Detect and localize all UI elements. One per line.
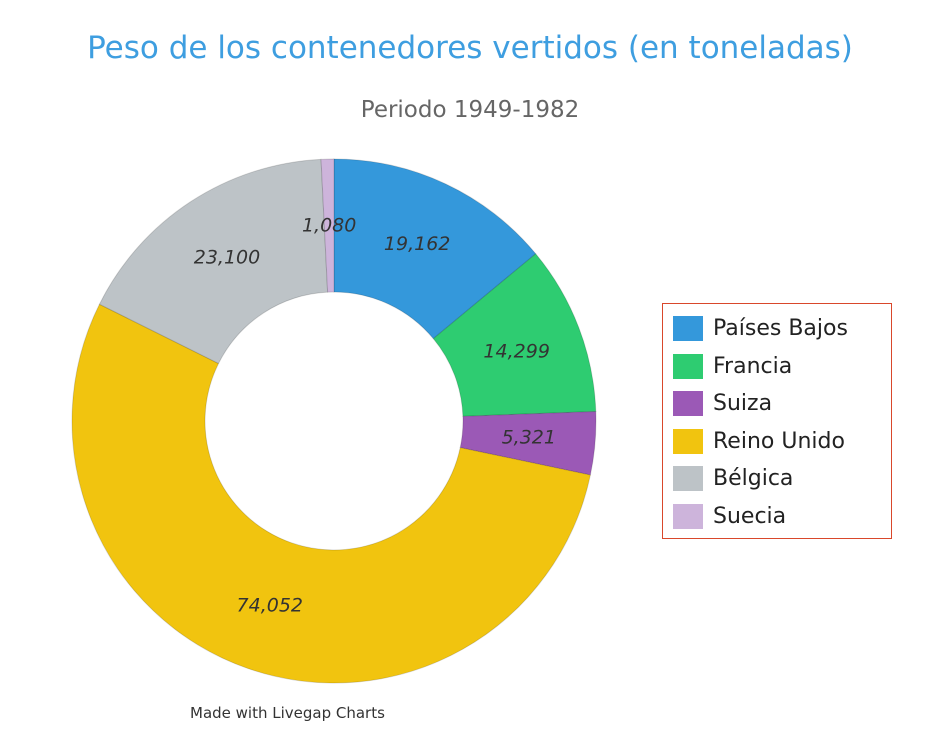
data-label: 74,052 (237, 595, 303, 617)
slice-suecia (320, 158, 335, 293)
legend-label: Suecia (713, 503, 787, 529)
legend-swatch (673, 353, 703, 379)
slice-países-bajos (333, 158, 537, 340)
legend-item[interactable]: Suiza (673, 385, 881, 423)
data-label: 19,162 (384, 233, 450, 255)
legend-swatch (673, 466, 703, 492)
legend-label: Bélgica (713, 466, 794, 492)
legend-item[interactable]: Reino Unido (673, 423, 881, 461)
legend-label: Países Bajos (713, 316, 848, 342)
legend-item[interactable]: Países Bajos (673, 310, 881, 348)
data-label: 14,299 (483, 340, 549, 362)
chart-subtitle: Periodo 1949-1982 (360, 97, 580, 123)
legend-swatch (673, 428, 703, 454)
legend-item[interactable]: Suecia (673, 498, 881, 536)
legend-label: Reino Unido (713, 428, 845, 454)
slice-francia (432, 253, 597, 417)
credit-text: Made with Livegap Charts (190, 704, 385, 722)
slice-bélgica (98, 158, 329, 365)
data-label: 1,080 (302, 215, 356, 237)
legend-item[interactable]: Francia (673, 348, 881, 386)
data-label: 5,321 (502, 427, 556, 449)
legend-swatch (673, 391, 703, 417)
legend-label: Suiza (713, 391, 773, 417)
legend-label: Francia (713, 353, 793, 379)
legend: Países Bajos Francia Suiza Reino Unido Bélgi… (662, 303, 892, 539)
legend-item[interactable]: Bélgica (673, 460, 881, 498)
slice-reino-unido (71, 303, 591, 684)
chart-title: Peso de los contenedores vertidos (en to… (87, 30, 853, 66)
legend-swatch (673, 316, 703, 342)
legend-swatch (673, 503, 703, 529)
data-label: 23,100 (194, 246, 260, 268)
